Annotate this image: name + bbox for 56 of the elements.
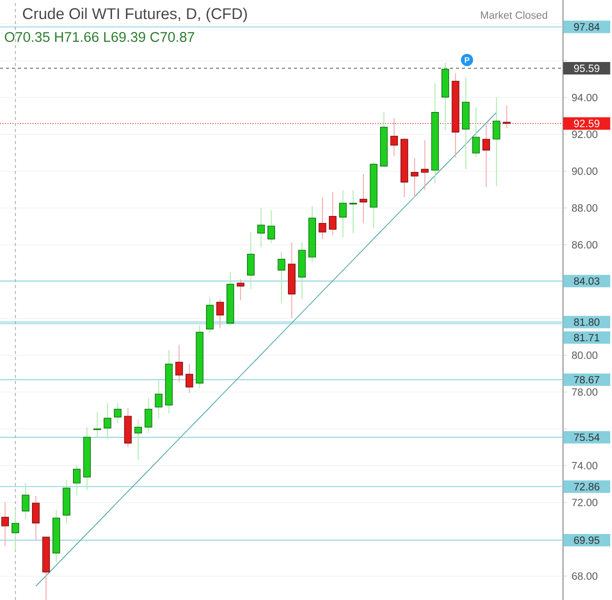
- candlestick: [114, 402, 122, 424]
- candlestick: [390, 118, 398, 157]
- candlestick: [12, 508, 20, 551]
- y-tick-label: 90.00: [572, 167, 598, 175]
- candlestick: [421, 140, 429, 191]
- candlestick: [349, 190, 357, 234]
- ref-line-label: 95.59: [574, 64, 600, 72]
- candlestick: [154, 380, 162, 419]
- candlestick: [472, 106, 480, 158]
- candlestick: [278, 252, 286, 304]
- candlestick: [72, 464, 81, 496]
- ref-line-label: 97.84: [574, 23, 600, 31]
- ref-line-label: 69.95: [574, 536, 600, 544]
- candlestick: [492, 96, 500, 187]
- y-tick-label: 80.00: [572, 352, 598, 359]
- legend-label: 81.71: [574, 334, 600, 342]
- candlestick: [216, 298, 224, 329]
- candlestick: [318, 196, 326, 240]
- ref-line-label: 81.80: [574, 318, 600, 326]
- candlestick: [93, 412, 102, 438]
- candlestick: [328, 192, 336, 236]
- candlestick: [134, 418, 142, 461]
- ref-line-label: 84.03: [574, 277, 600, 285]
- candlestick: [22, 482, 30, 520]
- candlestick: [267, 210, 276, 244]
- text: O70.35 H71.66 L69.39 C70.87: [4, 32, 194, 42]
- candlestick: [247, 232, 255, 290]
- candlestick: [236, 278, 244, 301]
- candlestick: [32, 496, 40, 540]
- chart-title: Crude Oil WTI Futures, D, (CFD): [22, 8, 247, 22]
- candlestick: [360, 174, 368, 224]
- candlestick: [502, 104, 510, 129]
- y-tick-label: 88.00: [572, 204, 598, 212]
- y-tick-label: 78.00: [572, 388, 598, 396]
- ref-line-label: 78.67: [574, 376, 600, 384]
- y-tick-label: 72.00: [572, 498, 598, 506]
- ref-line-label: 92.59: [574, 120, 600, 128]
- candlestick: [144, 398, 152, 434]
- y-tick-label: 92.00: [572, 130, 598, 138]
- candlestick: [206, 296, 214, 334]
- ref-line-label: 72.86: [574, 482, 600, 490]
- y-tick-label: 74.00: [572, 462, 598, 470]
- candlestick: [104, 402, 112, 440]
- candlestick: [175, 344, 183, 383]
- candlestick: [257, 208, 265, 248]
- y-tick-label: 94.00: [572, 94, 598, 102]
- candlestick: [339, 190, 347, 238]
- ref-line-label: 75.54: [574, 434, 600, 441]
- candlestick: [410, 158, 418, 198]
- candlestick: [186, 364, 194, 394]
- candlestick: [1, 502, 9, 547]
- annotation: P: [464, 57, 470, 63]
- y-tick-label: 68.00: [572, 572, 598, 580]
- candlestick: [482, 124, 490, 188]
- y-tick-label: 86.00: [572, 241, 598, 249]
- annotation: Market Closed: [480, 11, 548, 19]
